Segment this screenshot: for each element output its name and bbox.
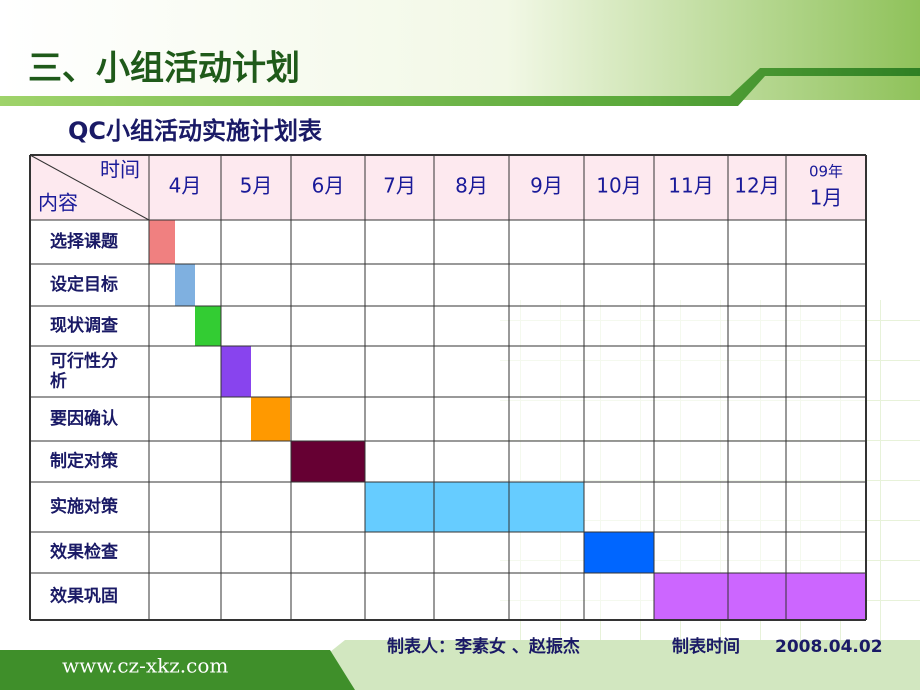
title: 三、小组活动计划 (28, 49, 300, 89)
month-label: 8月 (455, 174, 488, 198)
task-bar (175, 264, 195, 306)
subtitle: QC小组活动实施计划表 (68, 117, 323, 145)
schedule-table: 时间 内容 4月 5月 6月 7月 8月 9月 10月 11月 12月 09年 1月选择课题设定目标… (29, 154, 867, 621)
row-label: 现状调查 (50, 315, 119, 336)
row-label: 实施对策 (50, 496, 119, 517)
month-label: 6月 (312, 174, 345, 198)
row-label: 可行性分析 (50, 351, 118, 392)
task-bar (584, 532, 654, 573)
header-band (0, 0, 920, 100)
header-row-bg (30, 155, 866, 220)
task-bar (195, 306, 221, 346)
task-bar (365, 482, 584, 532)
month-label: 11月 (668, 174, 713, 198)
row-label: 效果巩固 (50, 586, 118, 607)
month-year: 09年 (809, 163, 843, 181)
title-underline (0, 68, 920, 106)
task-bar (654, 573, 866, 620)
footer-url: www.cz-xkz.com (62, 654, 228, 678)
footer-band (0, 650, 355, 690)
task-bar (149, 220, 175, 264)
body-bg (30, 220, 866, 620)
row-label: 设定目标 (50, 274, 118, 295)
corner-top: 时间 (100, 158, 140, 182)
month-label: 5月 (240, 174, 273, 198)
row-label: 制定对策 (50, 451, 119, 472)
corner-bottom: 内容 (38, 191, 78, 215)
row-label: 效果检查 (50, 542, 119, 563)
task-bar (291, 441, 365, 482)
row-label: 选择课题 (50, 231, 119, 252)
footer-date-label: 制表时间 (672, 636, 740, 657)
task-bar (251, 397, 290, 441)
month-label: 4月 (169, 174, 202, 198)
month-label: 7月 (383, 174, 416, 198)
row-label: 要因确认 (50, 408, 119, 429)
footer-author: 制表人：李素女 、赵振杰 (387, 636, 580, 657)
footer-date: 2008.04.02 (775, 637, 883, 657)
month-label: 9月 (530, 174, 563, 198)
corner-diagonal (29, 154, 150, 221)
task-bar (221, 346, 251, 397)
month-label: 12月 (734, 174, 779, 198)
month-label: 1月 (810, 186, 843, 210)
month-label: 10月 (596, 174, 641, 198)
